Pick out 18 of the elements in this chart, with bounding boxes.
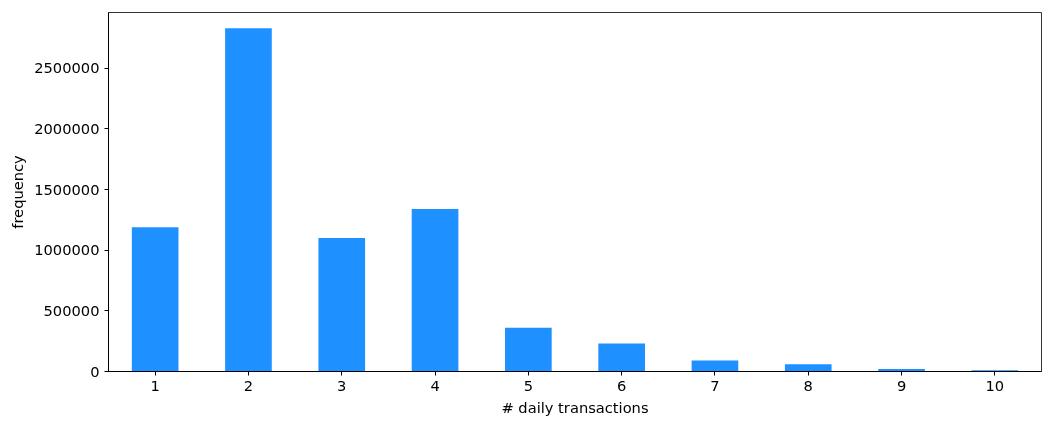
x-tick-label: 1 [150, 376, 160, 394]
x-tick-label: 7 [710, 376, 720, 394]
y-tick-label: 1000000 [34, 241, 100, 259]
x-tick-label: 2 [243, 376, 254, 394]
x-tick-label: 5 [523, 376, 534, 394]
x-tick-label: 10 [985, 376, 1005, 394]
x-tick-label: 4 [430, 376, 440, 394]
x-tick-label: 8 [803, 376, 813, 394]
x-tick-label: 6 [616, 376, 627, 394]
x-axis-title: # daily transactions [501, 398, 649, 416]
x-tick-label: 9 [896, 376, 907, 394]
y-tick-label: 0 [90, 362, 100, 380]
y-tick-label: 2000000 [34, 119, 100, 137]
y-tick-label: 1500000 [34, 180, 100, 198]
x-tick-label: 3 [337, 376, 347, 394]
y-axis-title: frequency [9, 154, 27, 229]
y-tick-label: 2500000 [34, 59, 100, 77]
y-tick-label: 500000 [43, 301, 100, 319]
